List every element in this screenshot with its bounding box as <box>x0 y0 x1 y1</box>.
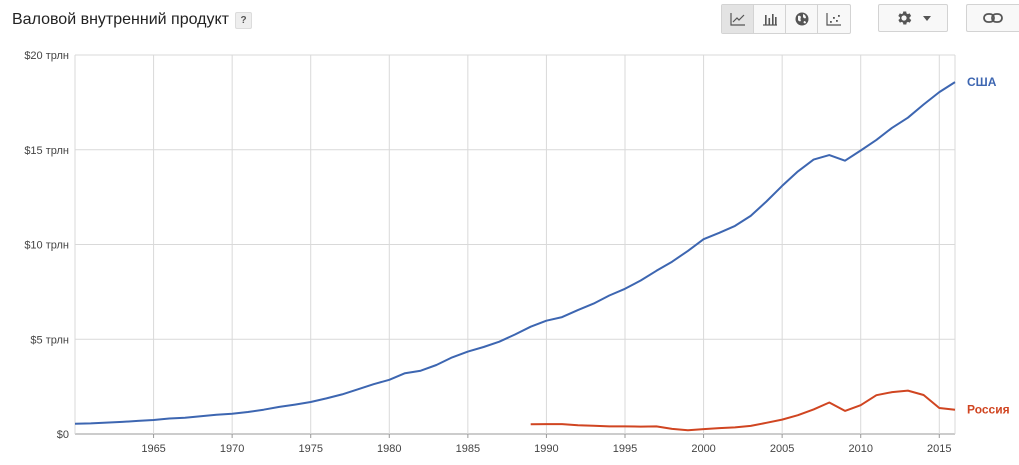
bar-chart-button[interactable] <box>754 5 786 33</box>
line-chart-button[interactable] <box>722 5 754 33</box>
link-icon <box>983 13 1003 23</box>
chart-title-text: Валовой внутренний продукт <box>12 11 229 28</box>
x-tick-label: 1980 <box>377 443 401 455</box>
y-tick-label: $20 трлн <box>24 50 69 62</box>
share-link-button[interactable] <box>966 4 1019 32</box>
x-tick-label: 1995 <box>613 443 637 455</box>
x-tick-label: 1970 <box>220 443 244 455</box>
series-line-usa <box>74 81 956 425</box>
scatter-chart-icon <box>826 13 841 26</box>
x-tick-label: 1975 <box>298 443 322 455</box>
caret-down-icon <box>923 15 931 21</box>
x-tick-label: 2015 <box>927 443 951 455</box>
x-tick-label: 2010 <box>848 443 872 455</box>
x-tick-label: 1985 <box>456 443 480 455</box>
globe-icon <box>795 12 808 26</box>
map-view-button[interactable] <box>786 5 818 33</box>
y-tick-label: $5 трлн <box>30 334 69 346</box>
y-tick-label: $10 трлн <box>24 240 69 252</box>
help-button[interactable]: ? <box>235 11 252 29</box>
chart-series: США Россия <box>74 75 1010 432</box>
x-tick-label: 1990 <box>534 443 558 455</box>
x-tick-label: 2005 <box>770 443 794 455</box>
chart-axes: $0 $5 трлн $10 трлн $15 трлн $20 трлн 1965 197… <box>24 50 951 455</box>
line-chart-icon <box>729 13 745 26</box>
gear-icon <box>898 11 912 25</box>
y-tick-label: $15 трлн <box>24 145 69 157</box>
chart-title: Валовой внутренний продукт ? <box>12 11 252 29</box>
x-tick-label: 1965 <box>141 443 165 455</box>
x-tick-label: 2000 <box>691 443 715 455</box>
chart-type-switcher <box>721 4 851 34</box>
scatter-chart-button[interactable] <box>818 5 850 33</box>
y-tick-label: $0 <box>57 429 69 441</box>
chart-gridlines <box>74 54 956 435</box>
bar-chart-icon <box>762 14 777 26</box>
settings-button[interactable] <box>878 4 948 32</box>
series-label-usa: США <box>967 75 997 89</box>
series-label-russia: Россия <box>967 403 1010 417</box>
series-line-russia <box>530 389 956 432</box>
